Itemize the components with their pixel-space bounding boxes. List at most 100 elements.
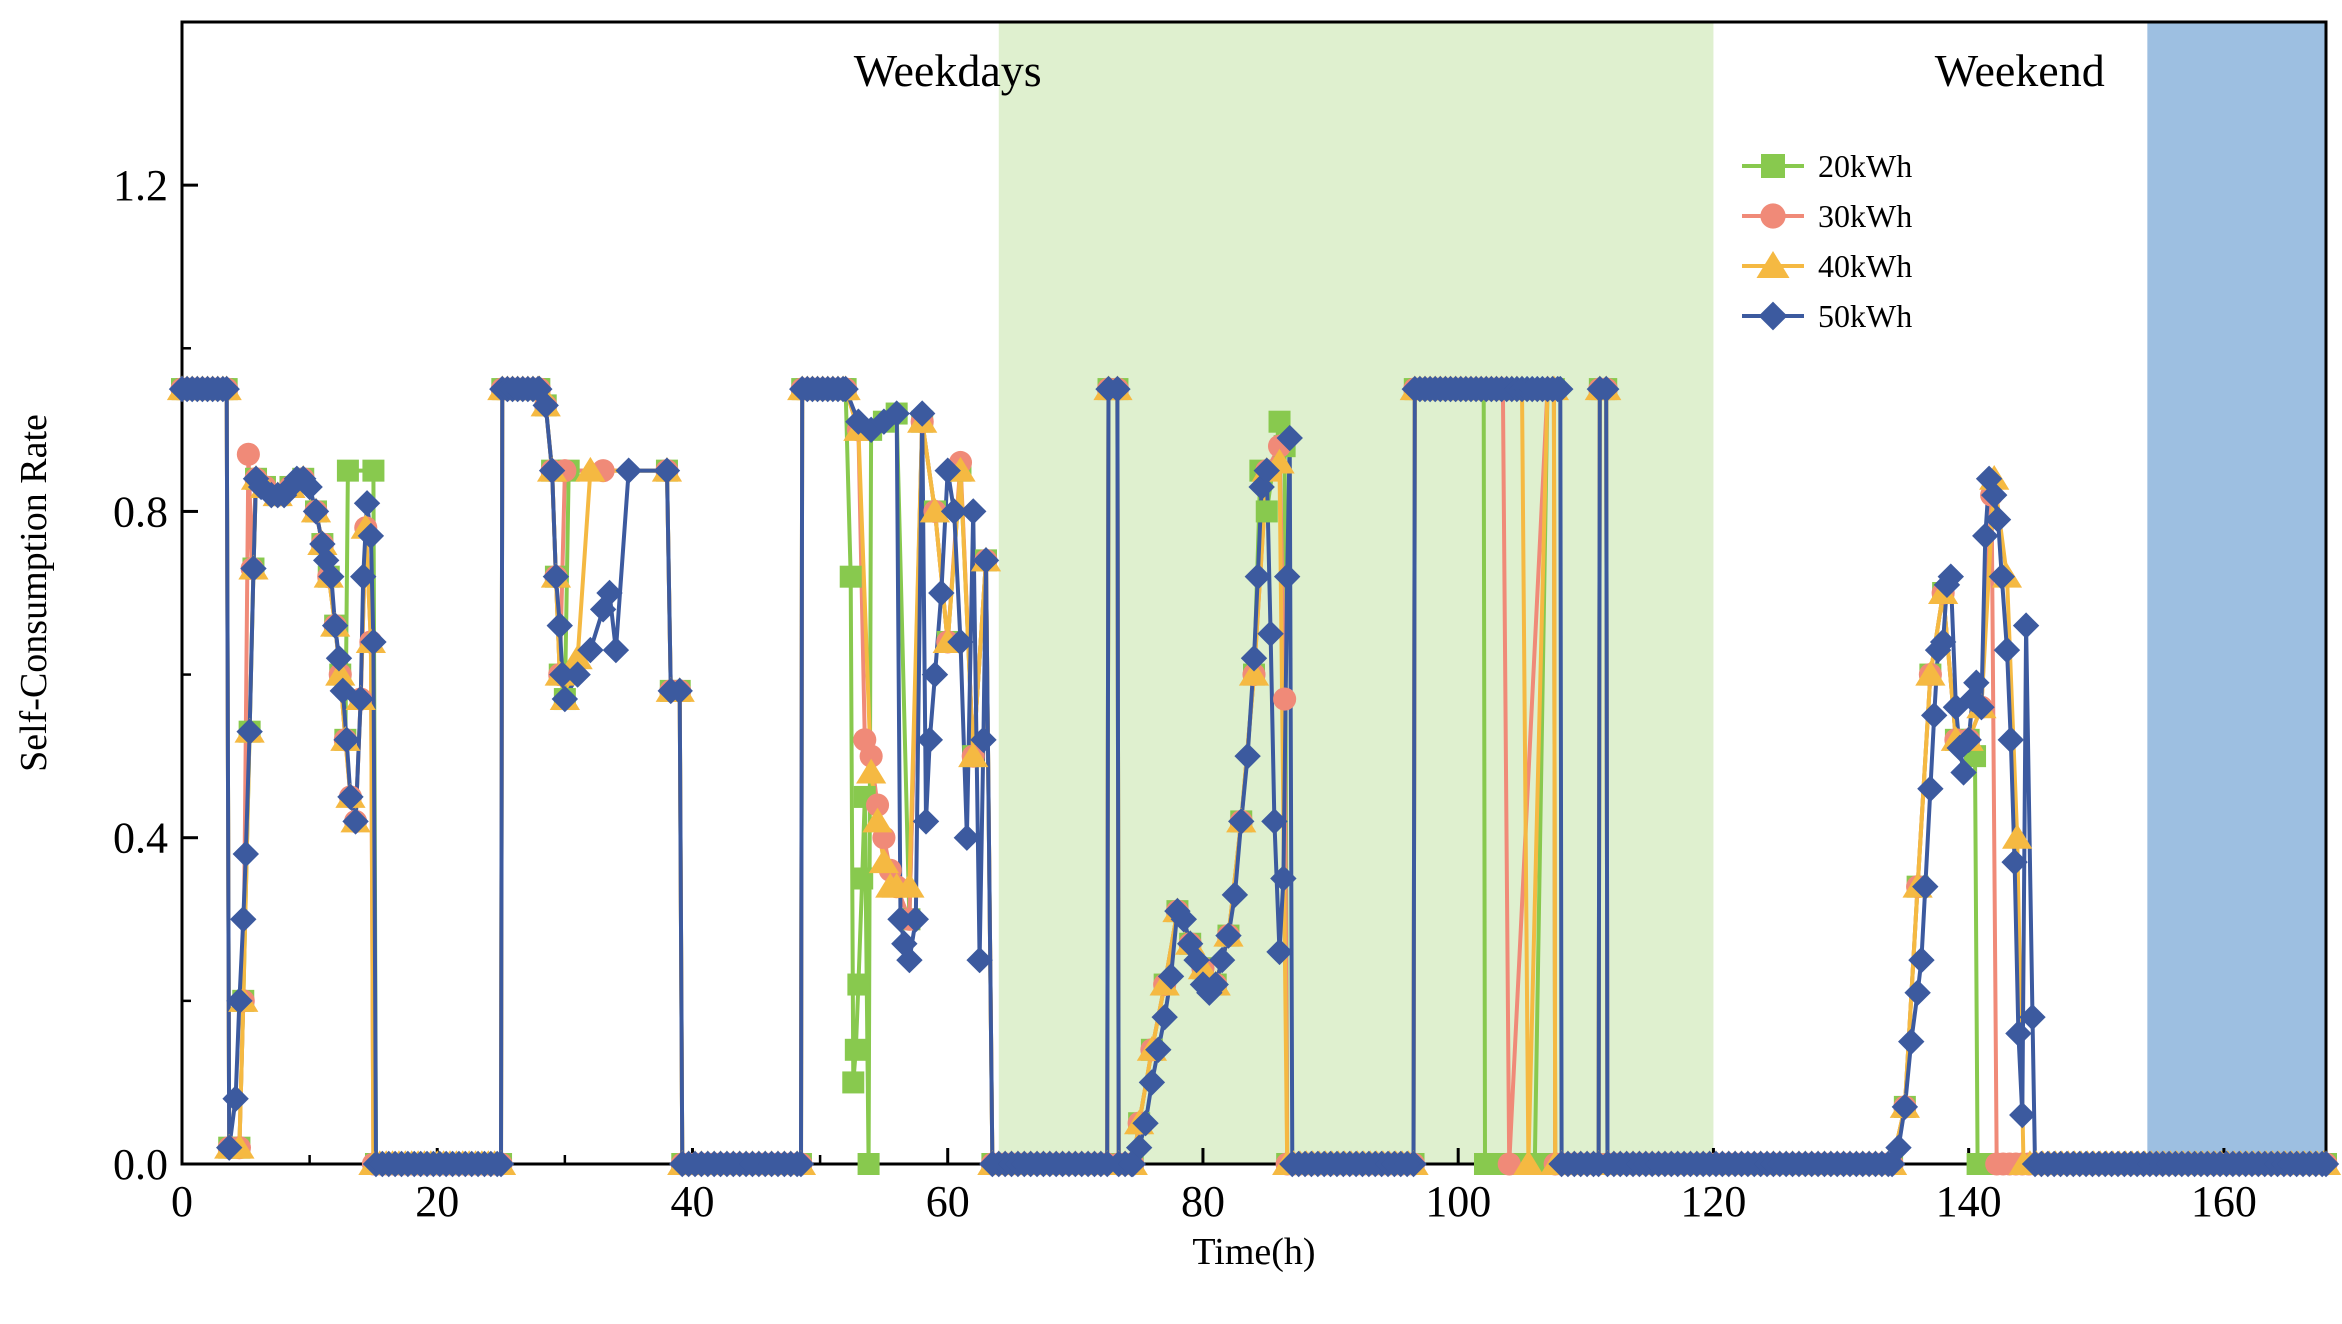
data-point [596,579,623,607]
data-point [347,685,374,713]
data-point [1980,481,2008,509]
data-point [1183,946,1210,974]
data-point [1915,660,1946,686]
data-point [1234,742,1261,770]
legend-label: 20kWh [1818,148,1912,184]
data-point [1393,1150,1421,1178]
data-point [321,612,349,639]
data-point [891,930,918,957]
data-point [1104,375,1131,403]
data-point [856,758,887,784]
data-point [1138,1069,1166,1096]
region-label: Weekend [1935,45,2105,96]
legend-marker-50kWh [1758,301,1788,331]
data-point [1202,971,1229,998]
data-point [1125,1134,1153,1161]
series-markers-50kWh [168,375,2340,1178]
data-point [360,628,387,656]
data-point [857,1153,880,1175]
data-point [919,497,951,523]
legend-marker-20kWh [1761,154,1785,178]
data-point [562,644,593,670]
data-point [1196,979,1223,1006]
y-axis-title: Self-Consumption Rate [13,414,55,772]
data-point [2019,1003,2046,1031]
legend-label: 30kWh [1818,198,1912,234]
data-point [602,636,630,664]
x-tick-label: 100 [1425,1177,1491,1226]
data-point [350,563,377,590]
data-point [960,498,987,525]
data-point [958,742,989,768]
data-point [1929,628,1957,656]
data-point [564,661,591,688]
data-point [902,906,930,933]
data-point [912,808,940,835]
data-point [896,946,923,974]
data-point [1276,424,1303,452]
x-tick-label: 160 [2191,1177,2257,1226]
data-point [336,459,359,482]
data-point [1238,660,1270,686]
data-point [1544,375,1571,403]
data-point [940,498,968,525]
legend-marker-40kWh [1756,251,1790,278]
data-point [325,660,356,686]
data-point [240,555,267,582]
data-point [1157,963,1185,990]
data-point [1955,726,1982,754]
data-point [1946,734,1973,762]
data-point [2001,848,2028,876]
data-point [1228,808,1255,835]
data-point [953,824,981,851]
data-point [353,490,381,517]
data-point [829,375,857,403]
region-labels: Weekdays Weekend [854,45,2105,96]
data-point [226,987,253,1015]
data-point [1145,1036,1172,1063]
data-point [883,400,910,427]
x-tick-label: 60 [926,1177,970,1226]
data-point [865,793,890,817]
legend-label: 50kWh [1818,298,1912,334]
data-point [222,1085,249,1112]
data-point [236,442,260,466]
data-point [894,872,925,898]
data-point [1253,457,1280,484]
data-point [653,457,681,484]
data-point [546,612,573,639]
data-point [362,459,385,482]
data-point [1908,946,1935,974]
data-point [524,375,552,403]
data-point [1875,1150,1902,1178]
x-axis-title: Time(h) [1192,1231,1315,1273]
data-point [1270,865,1297,892]
data-point [1255,500,1278,523]
data-point [1266,938,1293,966]
data-point [542,563,570,590]
data-point [934,457,961,484]
data-point [1257,620,1284,647]
data-point [1993,636,2021,664]
data-point [1221,881,1249,909]
data-point [839,565,862,588]
data-point [1580,1150,1607,1178]
data-point [575,456,606,482]
x-tick-label: 80 [1181,1177,1225,1226]
data-point [1132,1110,1159,1137]
data-point [2005,1020,2032,1047]
data-point [1208,946,1236,974]
data-point [1984,506,2012,533]
legend: 20kWh 30kWh 40kWh 50kWh [1742,148,1912,334]
data-point [921,661,949,688]
data-point [2009,1101,2036,1129]
data-point [615,457,642,484]
data-point [1988,563,2016,590]
data-point [1176,930,1204,957]
data-point [947,628,974,656]
data-point [1244,563,1272,590]
plot-border [180,20,2328,1166]
x-tick-label: 40 [670,1177,714,1226]
data-point [847,973,870,996]
